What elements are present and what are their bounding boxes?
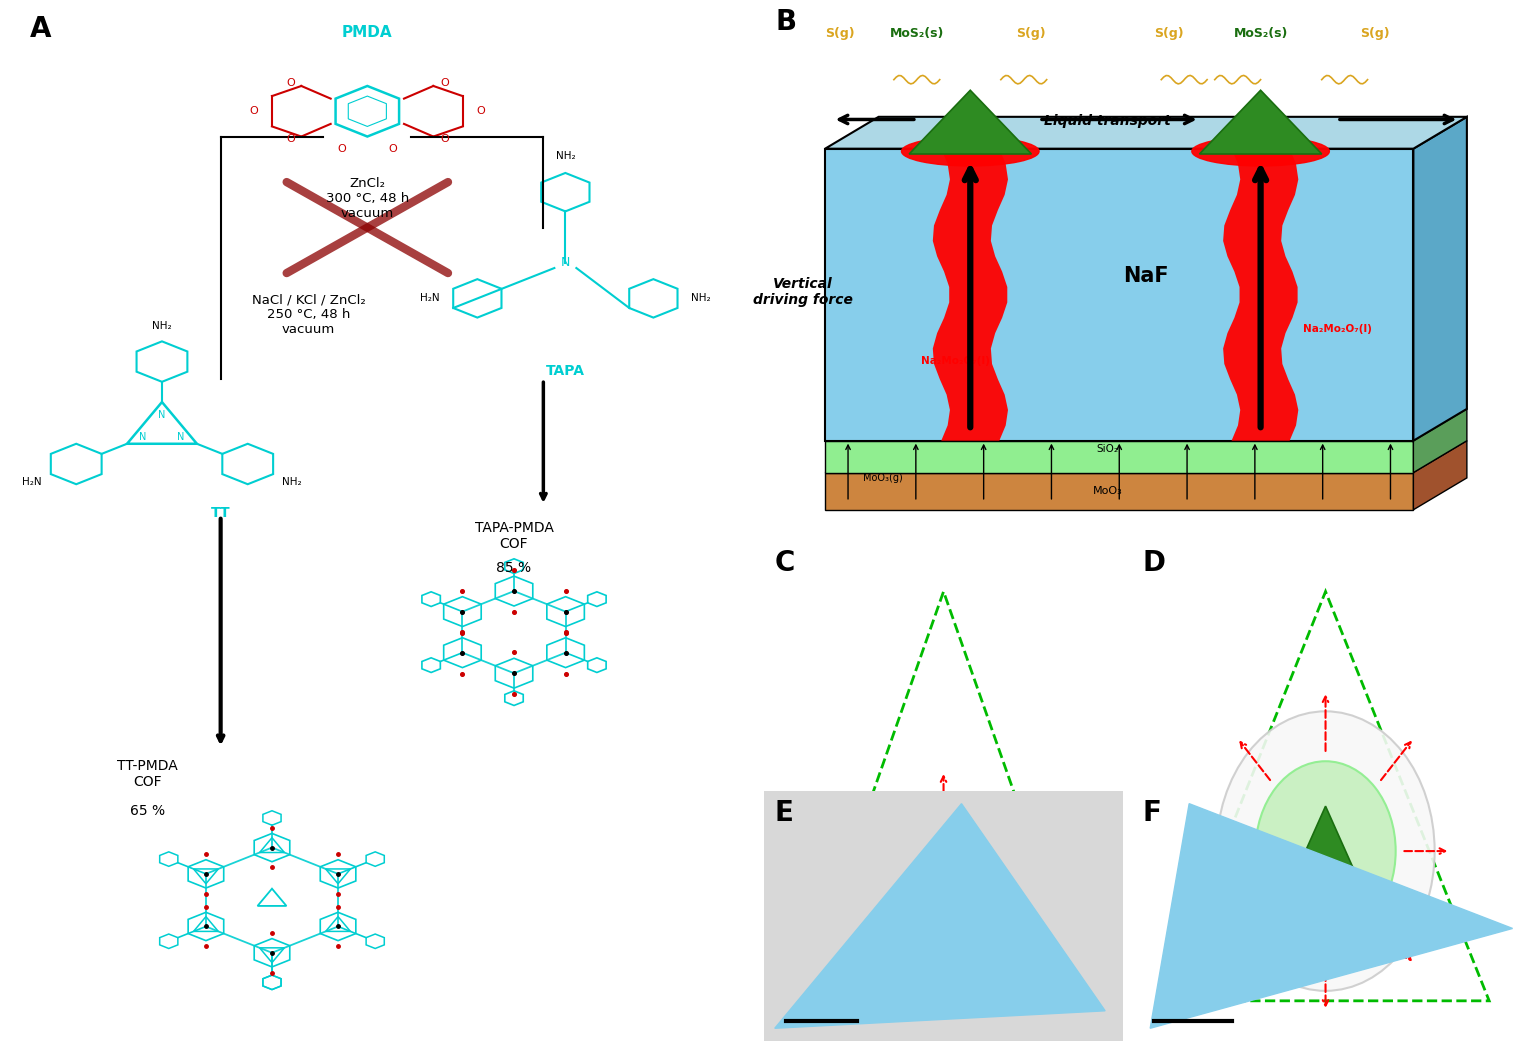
Text: NH₂: NH₂ [153, 321, 171, 331]
Text: TT: TT [211, 506, 231, 519]
Text: 85 %: 85 % [497, 562, 532, 576]
Text: 65 %: 65 % [130, 804, 165, 818]
Text: Liquid transport: Liquid transport [1045, 114, 1170, 129]
Text: O: O [286, 134, 295, 144]
Text: MoO₃(g): MoO₃(g) [863, 473, 903, 483]
Polygon shape [1413, 117, 1467, 441]
Text: O: O [388, 144, 397, 154]
Ellipse shape [902, 137, 1039, 166]
Polygon shape [764, 791, 1123, 1041]
Polygon shape [825, 441, 1413, 473]
Circle shape [1256, 761, 1395, 941]
Text: SiO₂: SiO₂ [1097, 444, 1118, 453]
Text: B: B [776, 8, 796, 36]
Polygon shape [932, 149, 1008, 441]
Text: Na₂Mo₂O₇(l): Na₂Mo₂O₇(l) [1302, 324, 1372, 335]
Circle shape [917, 843, 970, 919]
Text: NaF: NaF [1123, 267, 1169, 286]
Text: NH₂: NH₂ [691, 293, 711, 304]
Text: D: D [1143, 549, 1166, 577]
Polygon shape [825, 409, 1467, 441]
Text: TAPA-PMDA
COF: TAPA-PMDA COF [475, 520, 553, 551]
Text: N: N [139, 432, 147, 443]
Text: O: O [440, 79, 449, 88]
Text: N: N [159, 410, 165, 419]
Polygon shape [1294, 806, 1357, 876]
Text: A: A [31, 15, 52, 44]
Text: MoS₂(s): MoS₂(s) [889, 28, 944, 40]
Polygon shape [825, 117, 1467, 149]
Text: S(g): S(g) [1016, 28, 1047, 40]
Text: O: O [286, 79, 295, 88]
Polygon shape [909, 90, 1031, 154]
Text: O: O [477, 106, 486, 116]
Text: O: O [338, 144, 345, 154]
Text: O: O [440, 134, 449, 144]
Polygon shape [775, 804, 1105, 1028]
Text: MoS₂(s): MoS₂(s) [1233, 28, 1288, 40]
Polygon shape [1413, 441, 1467, 510]
Text: N: N [561, 256, 570, 270]
Circle shape [1216, 712, 1435, 991]
Text: TAPA: TAPA [545, 364, 585, 378]
Text: ZnCl₂
300 °C, 48 h
vacuum: ZnCl₂ 300 °C, 48 h vacuum [325, 177, 410, 220]
Text: S(g): S(g) [1154, 28, 1184, 40]
Text: NaCl / KCl / ZnCl₂
250 °C, 48 h
vacuum: NaCl / KCl / ZnCl₂ 250 °C, 48 h vacuum [252, 293, 365, 337]
Text: NH₂: NH₂ [283, 477, 303, 486]
Polygon shape [825, 473, 1413, 510]
Text: Vertical
driving force: Vertical driving force [752, 277, 853, 307]
Text: TT-PMDA
COF: TT-PMDA COF [118, 758, 177, 789]
Text: F: F [1143, 799, 1161, 826]
Text: E: E [775, 799, 793, 826]
Polygon shape [825, 441, 1467, 473]
Text: H₂N: H₂N [21, 477, 41, 486]
Text: NH₂: NH₂ [556, 151, 575, 160]
Polygon shape [825, 149, 1413, 441]
Ellipse shape [1192, 137, 1329, 166]
Circle shape [931, 862, 957, 900]
Text: PMDA: PMDA [342, 25, 393, 40]
Text: MoO₃: MoO₃ [1093, 486, 1123, 496]
Text: S(g): S(g) [1360, 28, 1390, 40]
Text: S(g): S(g) [825, 28, 856, 40]
Polygon shape [1222, 149, 1299, 441]
Polygon shape [1151, 804, 1513, 1028]
Text: H₂N: H₂N [420, 293, 440, 304]
Text: N: N [177, 432, 185, 443]
Polygon shape [1199, 90, 1322, 154]
Polygon shape [1413, 409, 1467, 473]
Text: C: C [775, 549, 795, 577]
Text: O: O [249, 106, 258, 116]
Text: Na₂Mo₂O₇(l): Na₂Mo₂O₇(l) [920, 356, 990, 366]
